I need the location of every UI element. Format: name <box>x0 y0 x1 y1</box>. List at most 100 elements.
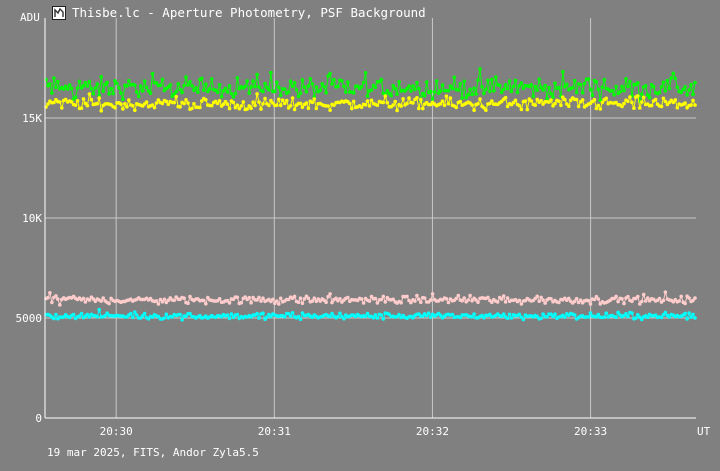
data-point <box>52 76 56 80</box>
data-point <box>636 81 640 85</box>
data-point <box>596 312 601 317</box>
data-point <box>300 301 305 306</box>
data-point <box>81 97 86 101</box>
data-point <box>505 316 510 321</box>
data-point <box>286 311 291 316</box>
data-point <box>448 84 453 88</box>
data-point <box>328 292 332 296</box>
data-point <box>156 302 161 306</box>
data-point <box>251 100 255 104</box>
data-point <box>87 298 92 302</box>
data-point <box>395 108 399 113</box>
data-point <box>503 300 508 304</box>
data-point <box>588 302 593 306</box>
data-point <box>125 84 129 88</box>
data-point <box>235 76 240 80</box>
data-point <box>574 90 579 95</box>
data-point <box>136 94 141 99</box>
data-point <box>265 85 269 90</box>
data-point <box>567 296 571 301</box>
data-point <box>616 310 620 315</box>
data-point <box>472 312 476 316</box>
data-point <box>419 97 423 102</box>
data-point <box>365 94 370 98</box>
data-point <box>580 98 585 102</box>
data-point <box>444 297 449 301</box>
data-point <box>521 317 526 322</box>
series-1 <box>44 67 697 104</box>
data-point <box>614 315 618 320</box>
data-point <box>634 316 638 320</box>
data-point <box>261 89 265 94</box>
data-point <box>640 92 644 96</box>
data-point <box>342 316 346 321</box>
data-point <box>129 311 133 316</box>
data-point <box>691 312 695 317</box>
data-point <box>202 298 206 303</box>
data-point <box>133 108 137 113</box>
series-line <box>45 68 696 102</box>
data-point <box>324 300 328 305</box>
data-point <box>383 300 388 304</box>
data-point <box>257 85 261 89</box>
data-point <box>269 98 273 103</box>
data-point <box>683 311 687 316</box>
light-curve-app-icon[interactable] <box>52 6 66 20</box>
data-point <box>470 298 474 303</box>
data-point <box>365 311 370 316</box>
data-point <box>83 300 88 304</box>
data-point <box>661 80 666 85</box>
data-point <box>206 89 210 94</box>
data-point <box>255 72 259 77</box>
data-point <box>517 103 522 108</box>
data-point <box>257 316 261 320</box>
data-point <box>503 95 508 100</box>
data-point <box>379 77 384 82</box>
data-point <box>519 107 524 112</box>
data-point <box>681 87 685 92</box>
data-point <box>462 79 467 84</box>
data-point <box>75 86 80 90</box>
data-point <box>292 294 297 299</box>
series-4 <box>44 307 697 322</box>
data-point <box>243 295 247 299</box>
data-point <box>409 300 413 305</box>
data-point <box>440 99 445 103</box>
data-point <box>298 101 303 106</box>
data-point <box>63 84 68 89</box>
data-point <box>622 301 626 306</box>
data-point <box>409 89 413 93</box>
data-point <box>450 312 455 317</box>
data-point <box>499 297 504 301</box>
data-point <box>466 93 471 97</box>
data-point <box>89 86 94 91</box>
data-point <box>600 85 605 90</box>
data-point <box>282 315 287 319</box>
data-point <box>683 85 687 89</box>
data-point <box>259 299 263 303</box>
series-2 <box>44 92 697 113</box>
data-point <box>188 80 192 84</box>
data-point <box>71 312 76 317</box>
data-point <box>192 88 196 93</box>
data-point <box>298 296 303 301</box>
data-point <box>533 103 537 107</box>
data-point <box>229 312 234 316</box>
data-point <box>105 80 109 85</box>
data-point <box>663 89 668 93</box>
data-point <box>113 79 117 83</box>
data-point <box>513 78 518 83</box>
data-point <box>251 79 255 83</box>
data-point <box>312 97 317 101</box>
data-point <box>150 103 155 107</box>
data-point <box>519 81 524 85</box>
data-point <box>134 313 139 317</box>
data-point <box>452 75 457 80</box>
data-point <box>221 102 226 106</box>
data-point <box>626 84 630 89</box>
data-point <box>651 85 656 89</box>
data-point <box>300 311 305 315</box>
data-point <box>602 315 607 319</box>
data-point <box>472 108 476 112</box>
